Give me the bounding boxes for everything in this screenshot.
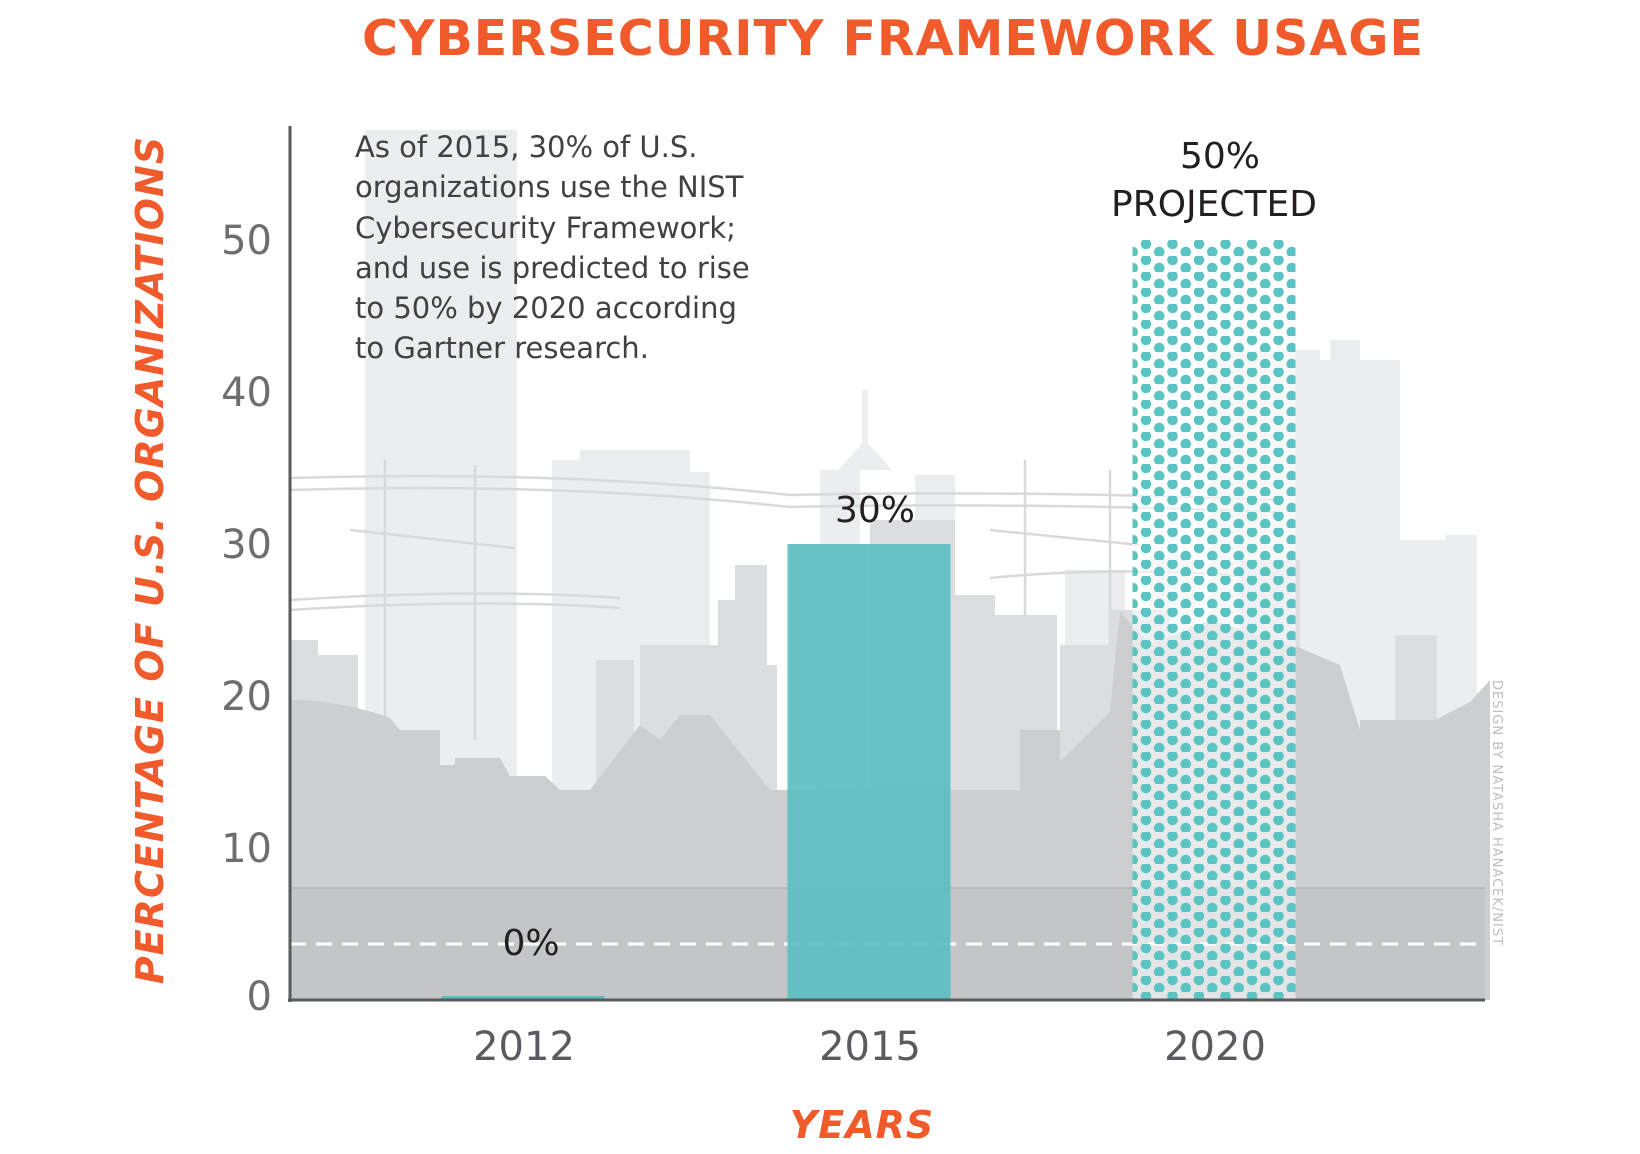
y-axis-title: PERCENTAGE OF U.S. ORGANIZATIONS [128,136,172,984]
annotation-line: to Gartner research. [355,331,649,365]
bars [441,240,1296,1000]
x-tick-label: 2015 [819,1024,921,1070]
projected-label: PROJECTED [1111,184,1317,225]
annotation-text: As of 2015, 30% of U.S. organizations us… [355,130,750,365]
x-tick-label: 2012 [473,1024,575,1070]
y-tick-label: 50 [221,218,272,264]
bar-2012 [441,996,605,1000]
annotation-line: and use is predicted to rise [355,251,750,285]
chart-title: CYBERSECURITY FRAMEWORK USAGE [362,10,1424,67]
bar-2015 [787,544,951,1000]
x-tick-label: 2020 [1164,1024,1266,1070]
x-axis-ticks: 2012 2015 2020 [473,1024,1266,1070]
x-axis-title: YEARS [790,1103,935,1147]
annotation-line: Cybersecurity Framework; [355,211,736,245]
bar-2020 [1132,240,1296,1000]
y-tick-label: 20 [221,674,272,720]
y-tick-label: 10 [221,826,272,872]
design-credit: DESIGN BY NATASHA HANACEK/NIST [1489,680,1504,946]
data-label: 50% [1180,136,1260,177]
data-label: 30% [835,490,915,531]
data-label: 0% [502,923,559,964]
bar-labels: 0% 30% 50% PROJECTED [502,136,1317,964]
y-tick-label: 40 [221,370,272,416]
annotation-line: As of 2015, 30% of U.S. [355,130,698,164]
y-axis-ticks: 0 10 20 30 40 50 [221,218,272,1020]
annotation-line: to 50% by 2020 according [355,291,737,325]
annotation-line: organizations use the NIST [355,170,744,204]
y-tick-label: 0 [247,974,272,1020]
y-tick-label: 30 [221,522,272,568]
